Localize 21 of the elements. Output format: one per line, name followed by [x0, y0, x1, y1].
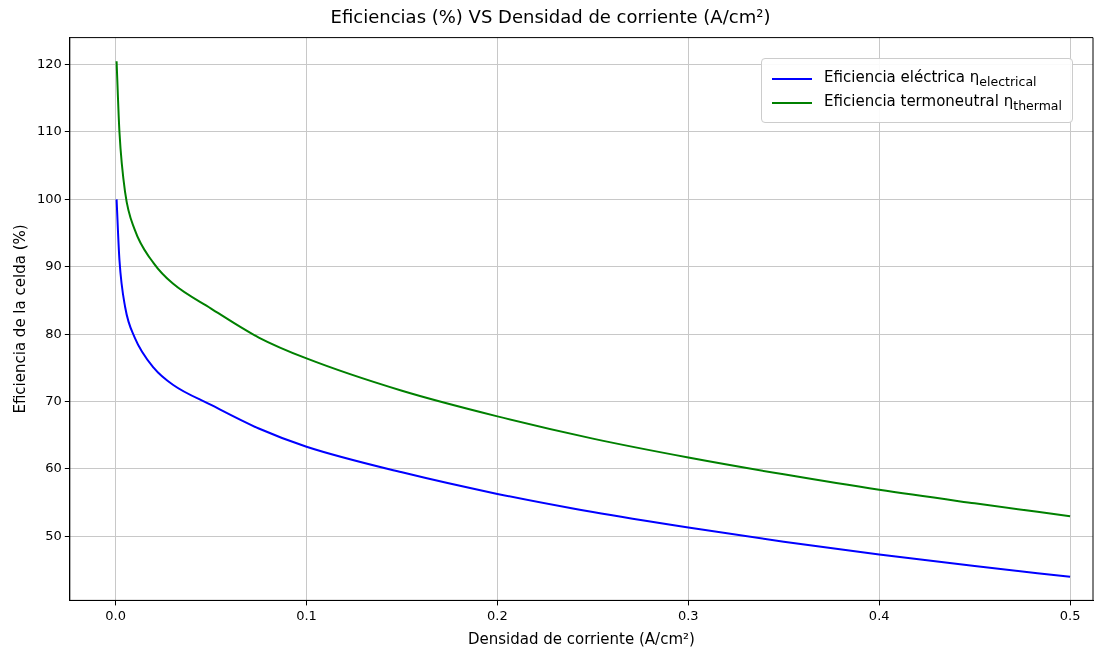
line-series	[115, 198, 1072, 578]
x-tick-label: 0.4	[868, 607, 890, 623]
y-tick-label: 110	[36, 123, 62, 139]
y-tick-label: 50	[45, 527, 62, 543]
x-tick-label: 0.3	[677, 607, 699, 623]
x-tick-label: 0.0	[105, 607, 126, 623]
x-tick-label: 0.1	[296, 607, 317, 623]
y-tick-label: 120	[36, 55, 62, 71]
x-axis-title: Densidad de corriente (A/cm²)	[467, 629, 695, 648]
y-tick-label: 60	[45, 460, 62, 476]
legend-label: Eficiencia eléctrica η$_{electrical}$	[824, 68, 1037, 89]
x-tick-label: 0.2	[487, 607, 508, 623]
y-tick-label: 80	[45, 325, 62, 341]
line-series	[115, 60, 1072, 518]
legend-label: Eficiencia termoneutral η$_{thermal}$	[824, 92, 1062, 113]
y-tick-label: 100	[36, 190, 62, 206]
y-axis-title: Eficiencia de la celda (%)	[10, 224, 29, 414]
y-tick-label: 90	[45, 258, 62, 274]
x-tick-label: 0.5	[1059, 607, 1081, 623]
chart-title: Eficiencias (%) VS Densidad de corriente (A/cm²)	[330, 6, 771, 28]
y-tick-label: 70	[45, 392, 62, 408]
